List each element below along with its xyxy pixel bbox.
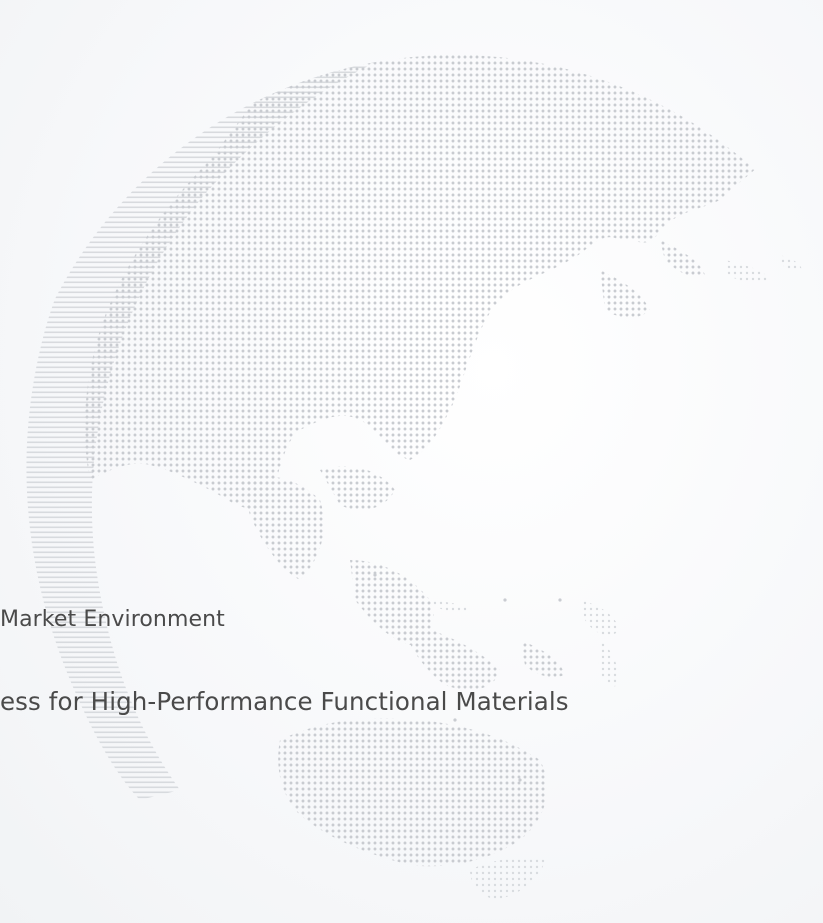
globe-dot-map bbox=[26, 55, 802, 900]
heading-market-environment: Market Environment bbox=[0, 607, 225, 632]
heading-functional-materials: ess for High-Performance Functional Mate… bbox=[0, 687, 569, 716]
